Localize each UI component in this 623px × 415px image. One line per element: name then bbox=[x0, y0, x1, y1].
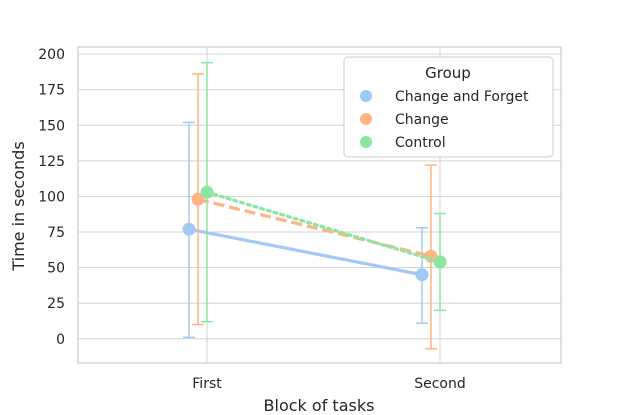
y-tick-label: 25 bbox=[47, 296, 65, 312]
x-axis-label: Block of tasks bbox=[264, 396, 375, 415]
series-control bbox=[200, 61, 447, 323]
y-tick-labels: 0 25 50 75 100 125 150 175 200 bbox=[38, 47, 65, 348]
legend-marker-change bbox=[360, 113, 372, 125]
y-tick-label: 175 bbox=[38, 83, 65, 99]
series-layer bbox=[182, 61, 447, 350]
y-tick-label: 75 bbox=[47, 225, 65, 241]
y-tick-label: 125 bbox=[38, 154, 65, 170]
data-point bbox=[182, 222, 196, 236]
y-tick-label: 0 bbox=[56, 332, 65, 348]
plot-frame bbox=[77, 46, 562, 364]
data-point bbox=[191, 192, 205, 206]
legend-title: Group bbox=[425, 64, 471, 82]
x-tick-labels: First Second bbox=[192, 376, 466, 392]
series-line bbox=[188, 227, 423, 277]
series-line bbox=[205, 190, 442, 264]
y-axis-label: Time in seconds bbox=[9, 141, 28, 271]
x-tick-label: Second bbox=[414, 376, 466, 392]
data-point bbox=[200, 185, 214, 199]
legend-box bbox=[343, 56, 554, 158]
data-point bbox=[415, 268, 429, 282]
x-tick-label: First bbox=[192, 376, 222, 392]
y-tick-label: 50 bbox=[47, 261, 65, 277]
series-change-and-forget bbox=[182, 121, 429, 339]
legend: Group Change and Forget Change Control bbox=[343, 56, 554, 158]
legend-label-control: Control bbox=[395, 135, 446, 151]
y-tick-label: 100 bbox=[38, 189, 65, 205]
legend-label-change: Change bbox=[395, 112, 449, 128]
legend-label-change-and-forget: Change and Forget bbox=[395, 89, 529, 105]
y-tick-label: 200 bbox=[38, 47, 65, 63]
legend-marker-change-and-forget bbox=[360, 90, 372, 102]
data-point bbox=[433, 255, 447, 269]
legend-marker-control bbox=[360, 136, 372, 148]
y-tick-label: 150 bbox=[38, 118, 65, 134]
